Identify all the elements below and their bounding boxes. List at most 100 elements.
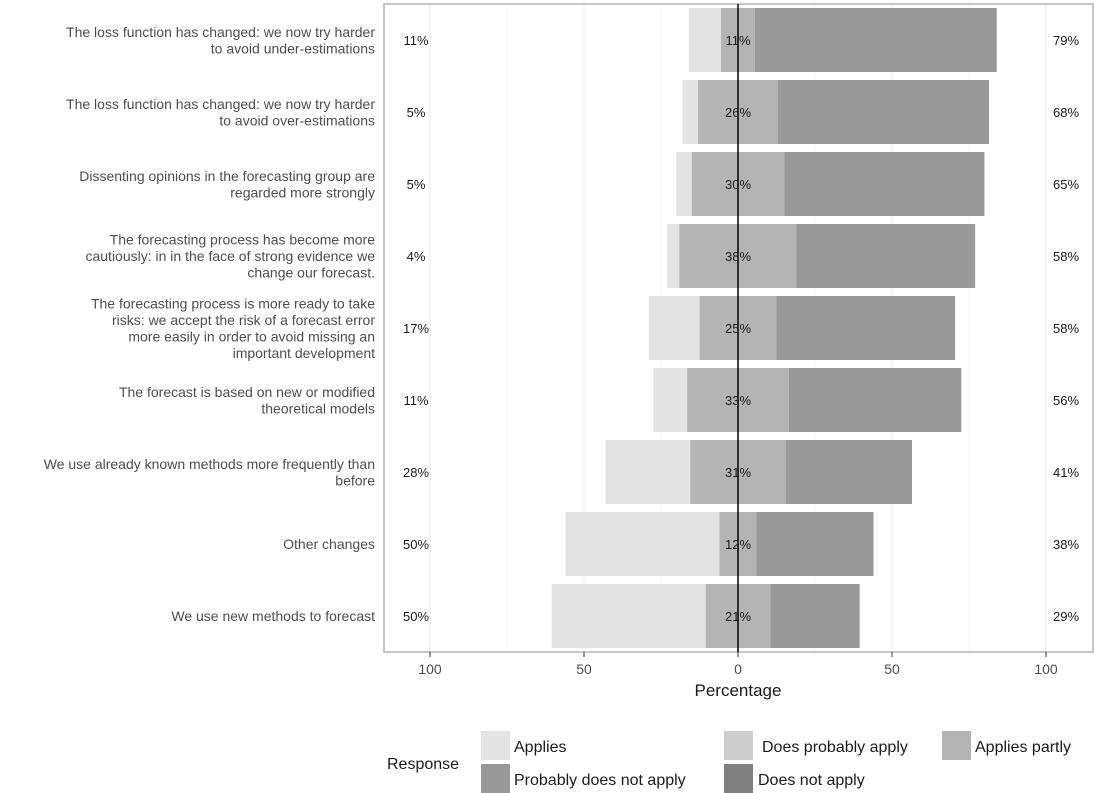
bar-segment-applies xyxy=(667,224,680,288)
right-pct-label: 65% xyxy=(1053,177,1079,192)
x-tick-label: 100 xyxy=(1034,661,1058,677)
right-pct-label: 29% xyxy=(1053,609,1079,624)
left-pct-label: 50% xyxy=(403,537,429,552)
category-label-line: theoretical models xyxy=(261,400,375,416)
center-pct-label: 21% xyxy=(725,609,751,624)
bar-segment-not-apply xyxy=(785,440,913,504)
right-pct-label: 58% xyxy=(1053,249,1079,264)
legend-key: Probably does not apply xyxy=(481,764,686,793)
category-label-line: The loss function has changed: we now tr… xyxy=(66,96,375,112)
category-label-line: The forecasting process is more ready to… xyxy=(91,295,375,311)
bar-segment-applies xyxy=(565,512,720,576)
bar-segment-applies xyxy=(682,80,698,144)
category-label-line: Dissenting opinions in the forecasting g… xyxy=(79,168,375,184)
bar-segment-not-apply xyxy=(770,584,860,648)
center-pct-label: 30% xyxy=(725,177,751,192)
right-pct-label: 79% xyxy=(1053,33,1079,48)
right-pct-label: 58% xyxy=(1053,321,1079,336)
bar-segment-not-apply xyxy=(796,224,976,288)
category-label-line: The forecast is based on new or modified xyxy=(119,384,375,400)
category-label: The forecast is based on new or modified… xyxy=(119,384,375,417)
left-pct-label: 28% xyxy=(403,465,429,480)
bar-segment-applies xyxy=(648,296,700,360)
left-pct-label: 5% xyxy=(407,177,426,192)
category-label: Other changes xyxy=(283,536,375,552)
bar-segment-not-apply xyxy=(784,152,985,216)
center-pct-label: 38% xyxy=(725,249,751,264)
bar-segment-not-apply xyxy=(756,512,874,576)
bar-segment-not-apply xyxy=(776,296,956,360)
bar-segment-applies xyxy=(688,8,722,72)
right-pct-label: 38% xyxy=(1053,537,1079,552)
bar-segment-not-apply xyxy=(754,8,997,72)
legend-key: Applies xyxy=(481,731,566,760)
bar-segment-applies xyxy=(676,152,692,216)
center-pct-label: 26% xyxy=(725,105,751,120)
bar-row xyxy=(565,512,874,576)
legend-key: Does not apply xyxy=(724,764,865,793)
left-pct-label: 4% xyxy=(407,249,426,264)
category-label-line: The forecasting process has become more xyxy=(110,232,376,248)
center-pct-label: 11% xyxy=(725,33,750,48)
legend-label: Applies xyxy=(514,739,566,756)
legend-label: Does not apply xyxy=(758,772,865,789)
category-label-line: before xyxy=(335,472,375,488)
legend-key: Does probably apply xyxy=(724,731,908,760)
right-pct-label: 68% xyxy=(1053,105,1079,120)
bar-segment-not-apply xyxy=(778,80,990,144)
legend-swatch xyxy=(724,731,753,760)
category-label-line: important development xyxy=(233,345,376,361)
category-label-line: cautiously: in in the face of strong evi… xyxy=(85,248,375,264)
left-pct-label: 50% xyxy=(403,609,429,624)
legend-swatch xyxy=(724,764,753,793)
category-label-line: to avoid over-estimations xyxy=(219,112,375,128)
x-axis-title: Percentage xyxy=(695,681,782,700)
category-label: The loss function has changed: we now tr… xyxy=(66,24,375,57)
bar-row xyxy=(648,296,956,360)
legend-swatch xyxy=(481,731,510,760)
category-label: The forecasting process has become more c… xyxy=(85,232,375,281)
category-label-line: more easily in order to avoid missing an xyxy=(128,328,375,344)
left-pct-label: 17% xyxy=(403,321,429,336)
center-pct-label: 33% xyxy=(725,393,751,408)
category-label-line: We use new methods to forecast xyxy=(171,608,375,624)
category-label-line: Other changes xyxy=(283,536,375,552)
right-pct-label: 56% xyxy=(1053,393,1079,408)
center-pct-label: 31% xyxy=(725,465,751,480)
legend-label: Probably does not apply xyxy=(514,772,686,789)
left-pct-label: 5% xyxy=(407,105,426,120)
bars xyxy=(551,8,997,648)
category-label: The loss function has changed: we now tr… xyxy=(66,96,375,129)
bar-row xyxy=(667,224,976,288)
category-label-line: to avoid under-estimations xyxy=(211,40,375,56)
x-axis-ticks: 100 50 0 50 100 xyxy=(418,652,1058,677)
x-tick-label: 50 xyxy=(884,661,900,677)
legend-swatch xyxy=(942,731,971,760)
bar-row xyxy=(551,584,860,648)
category-label: Dissenting opinions in the forecasting g… xyxy=(79,168,375,201)
legend-label: Applies partly xyxy=(975,739,1071,756)
x-tick-label: 100 xyxy=(418,661,442,677)
legend-key: Applies partly xyxy=(942,731,1071,760)
left-pct-label: 11% xyxy=(403,393,428,408)
legend-label: Does probably apply xyxy=(762,739,908,756)
bar-segment-applies xyxy=(551,584,706,648)
bar-segment-applies xyxy=(605,440,691,504)
bar-segment-applies xyxy=(653,368,688,432)
left-pct-label: 11% xyxy=(403,33,428,48)
right-pct-label: 41% xyxy=(1053,465,1079,480)
bar-segment-not-apply xyxy=(788,368,962,432)
center-pct-label: 12% xyxy=(725,537,751,552)
category-labels: The loss function has changed: we now tr… xyxy=(44,24,376,624)
legend-swatch xyxy=(481,764,510,793)
bar-row xyxy=(605,440,913,504)
category-label-line: risks: we accept the risk of a forecast … xyxy=(112,312,375,328)
category-label: We use already known methods more freque… xyxy=(44,456,375,489)
legend: Response Applies Does probably apply Appli… xyxy=(387,731,1071,793)
category-label-line: change our forecast. xyxy=(247,265,375,281)
category-label-line: The loss function has changed: we now tr… xyxy=(66,24,375,40)
center-pct-label: 25% xyxy=(725,321,751,336)
bar-row xyxy=(653,368,962,432)
category-label: The forecasting process is more ready to… xyxy=(91,295,375,361)
